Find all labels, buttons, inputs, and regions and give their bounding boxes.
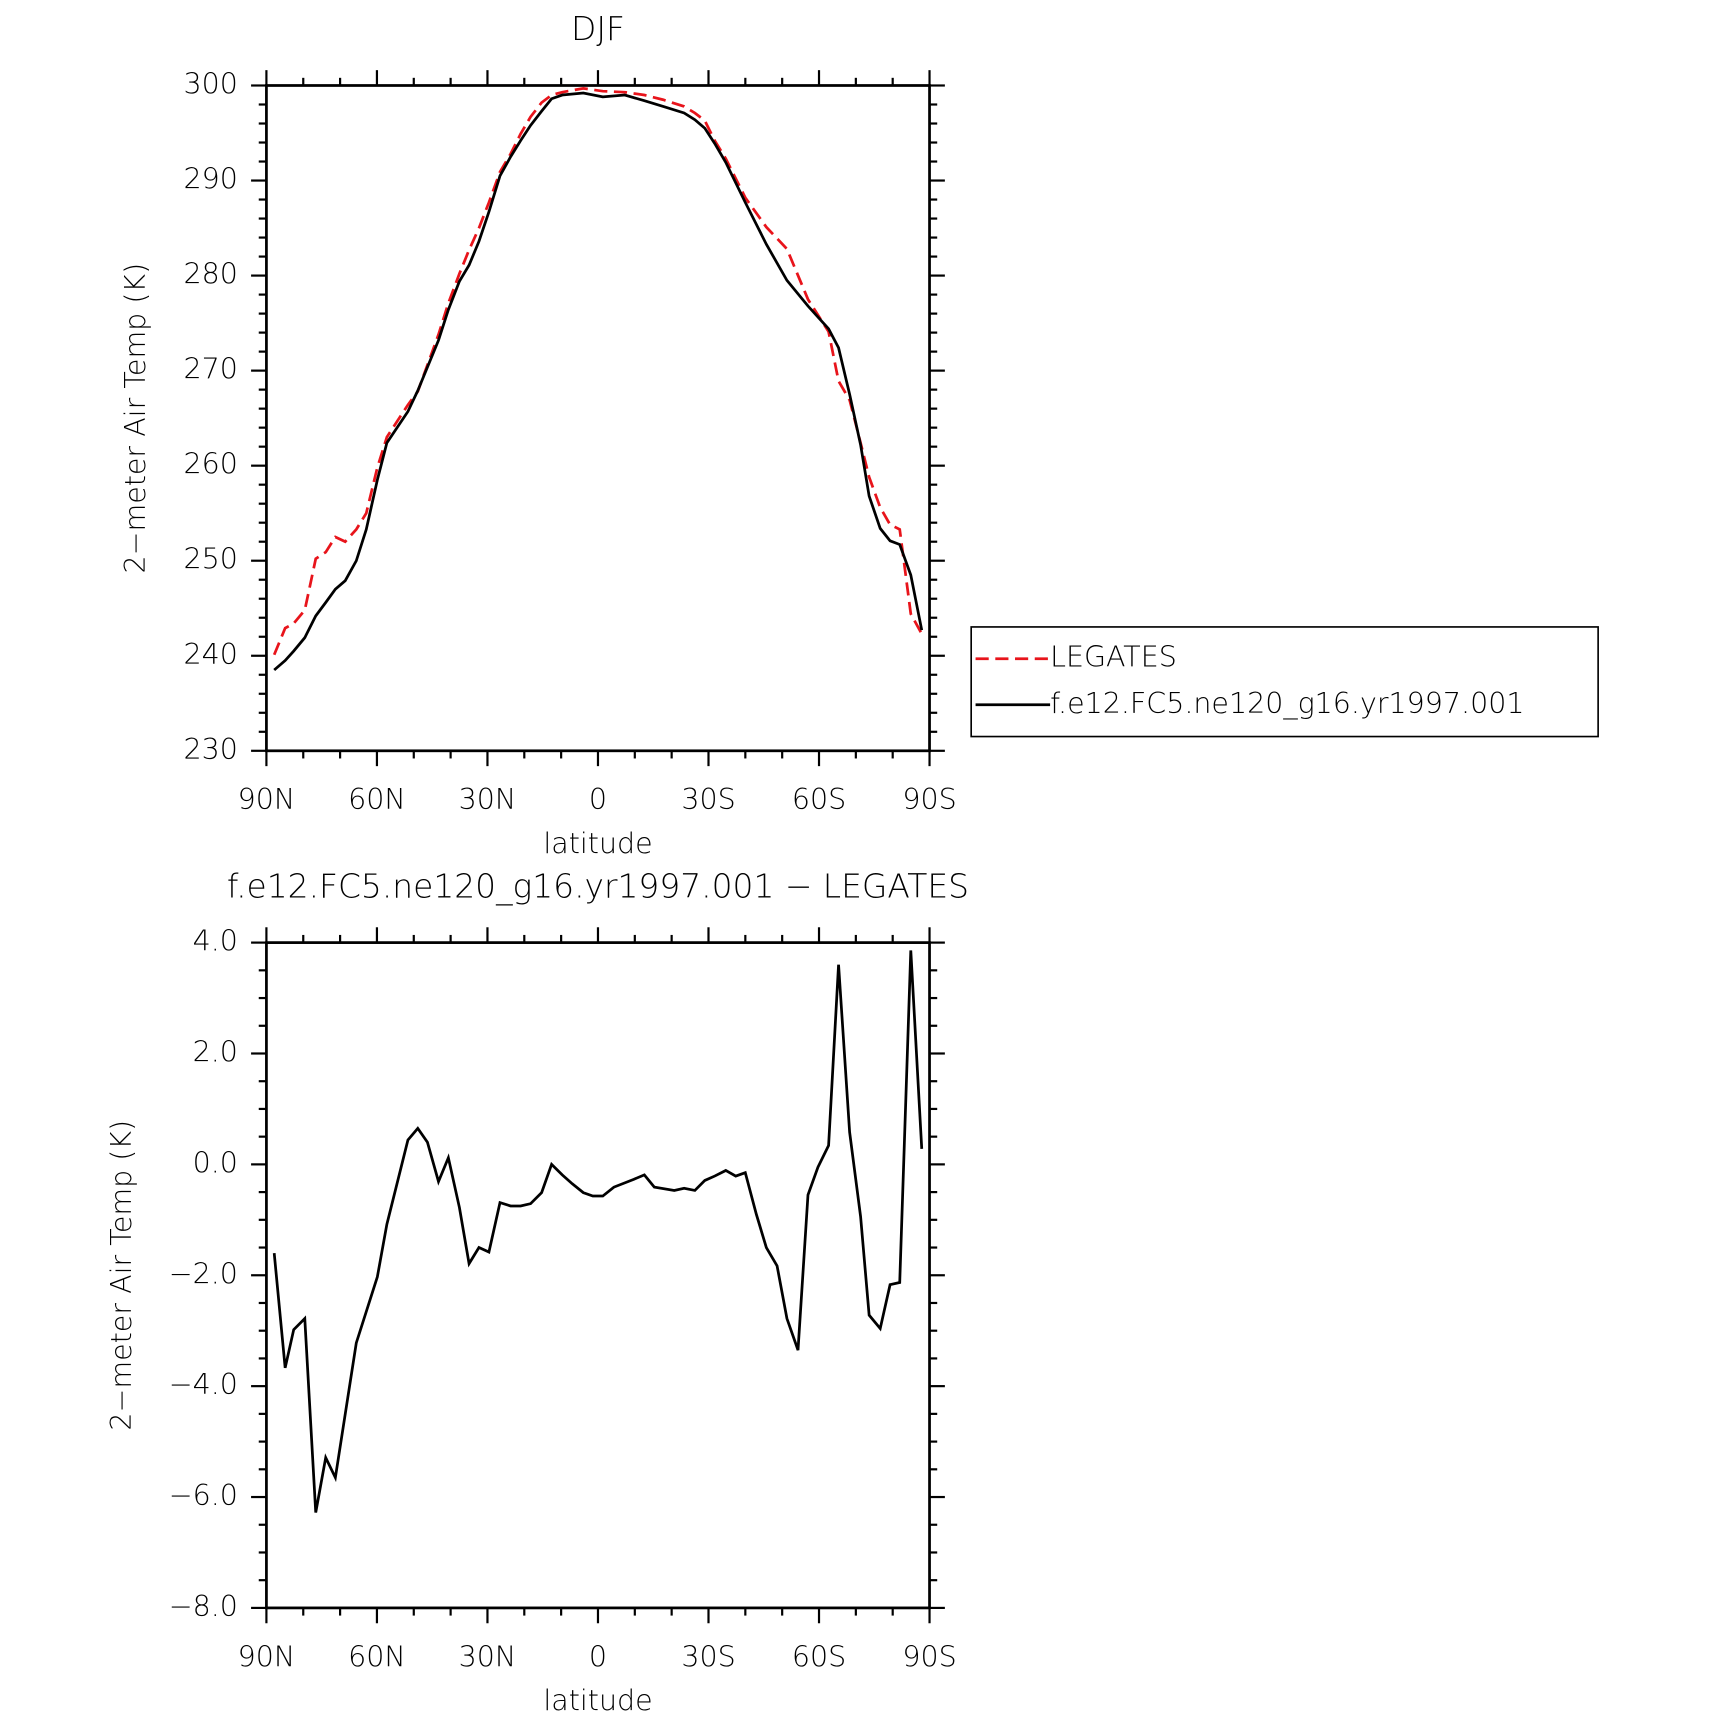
y-tick-label: 230 xyxy=(184,733,238,766)
data-line xyxy=(272,950,924,1513)
x-tick-label: 60N xyxy=(348,783,406,816)
y-tick-label: −8.0 xyxy=(169,1590,238,1623)
y-tick-label: 2.0 xyxy=(193,1035,238,1068)
y-axis-label: 2−meter Air Temp (K) xyxy=(105,1120,138,1431)
y-tick-label: 270 xyxy=(184,353,238,386)
y-tick-label: 260 xyxy=(184,448,238,481)
y-tick-label: 290 xyxy=(184,163,238,196)
legend-label: f.e12.FC5.ne120_g16.yr1997.001 xyxy=(1050,687,1524,721)
y-tick-label: 0.0 xyxy=(193,1146,238,1179)
y-tick-label: 280 xyxy=(184,258,238,291)
x-axis-label: latitude xyxy=(543,1684,652,1717)
x-tick-label: 60S xyxy=(792,783,846,816)
x-tick-label: 60N xyxy=(348,1640,406,1673)
x-tick-label: 90N xyxy=(238,783,296,816)
data-line xyxy=(272,86,923,656)
plot-frame xyxy=(265,84,931,753)
x-axis-label: latitude xyxy=(543,827,652,860)
x-tick-label: 30S xyxy=(681,783,735,816)
x-tick-label: 90S xyxy=(902,1640,956,1673)
y-tick-label: −4.0 xyxy=(169,1368,238,1401)
x-tick-label: 0 xyxy=(589,1640,607,1673)
y-tick-label: 240 xyxy=(184,638,238,671)
legend-label: LEGATES xyxy=(1050,641,1177,674)
x-tick-label: 30N xyxy=(459,783,517,816)
chart-title: f.e12.FC5.ne120_g16.yr1997.001 − LEGATES xyxy=(227,866,969,906)
x-tick-label: 90S xyxy=(902,783,956,816)
x-tick-label: 60S xyxy=(792,1640,846,1673)
x-tick-label: 90N xyxy=(238,1640,296,1673)
x-tick-label: 0 xyxy=(589,783,607,816)
y-tick-label: −2.0 xyxy=(169,1257,238,1290)
y-tick-label: 4.0 xyxy=(193,925,238,958)
x-tick-label: 30N xyxy=(459,1640,517,1673)
x-tick-label: 30S xyxy=(681,1640,735,1673)
y-tick-label: 250 xyxy=(184,543,238,576)
plot-frame xyxy=(265,941,931,1610)
chart-title: DJF xyxy=(571,9,625,48)
y-axis-label: 2−meter Air Temp (K) xyxy=(119,263,152,574)
y-tick-label: 300 xyxy=(184,67,238,100)
legend-box xyxy=(970,626,1599,738)
y-tick-label: −6.0 xyxy=(169,1479,238,1512)
data-line xyxy=(273,91,924,672)
